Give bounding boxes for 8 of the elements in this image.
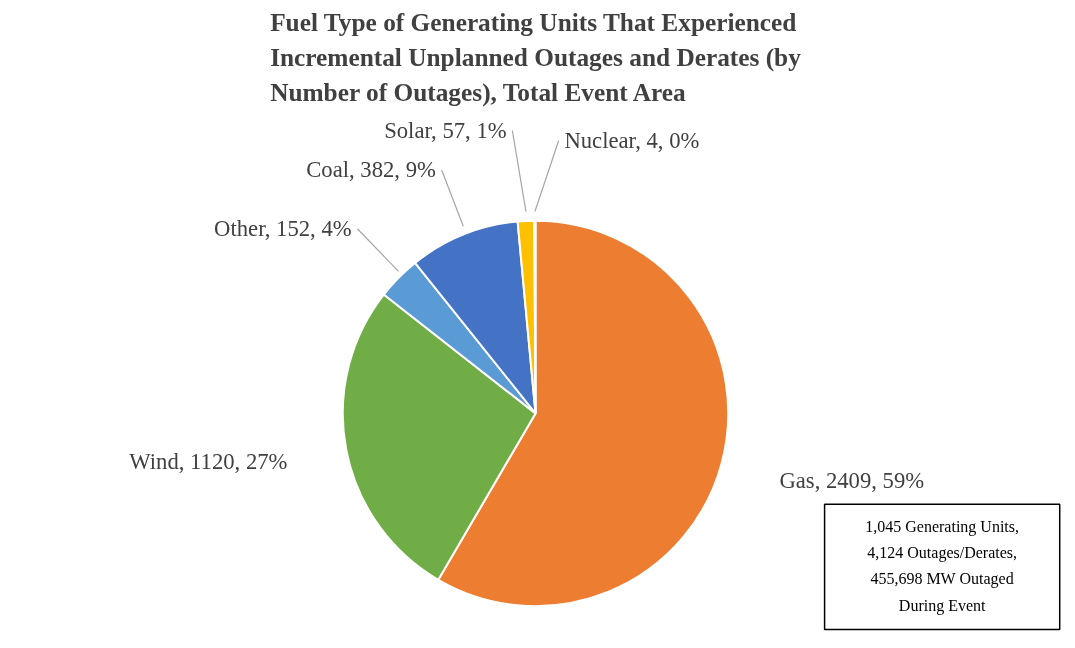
- slice-label: Wind, 1120, 27%: [129, 449, 288, 475]
- text: 1,045 Generating Units, 4,124 Outages/Derates, 455,698 MW Outaged During Event: [865, 517, 1020, 615]
- slice-label: Gas, 2409, 59%: [779, 468, 925, 494]
- slice-label: Nuclear, 4, 0%: [564, 128, 700, 154]
- slice-label: Solar, 57, 1%: [384, 118, 507, 144]
- slice-label: Coal, 382, 9%: [306, 157, 436, 183]
- chart-title: Fuel Type of Generating Units That Experienced Incremental Unplanned Outages and Derates (by Number of Outages), Total Event Area: [270, 7, 802, 107]
- slice-label: Other, 152, 4%: [214, 216, 352, 242]
